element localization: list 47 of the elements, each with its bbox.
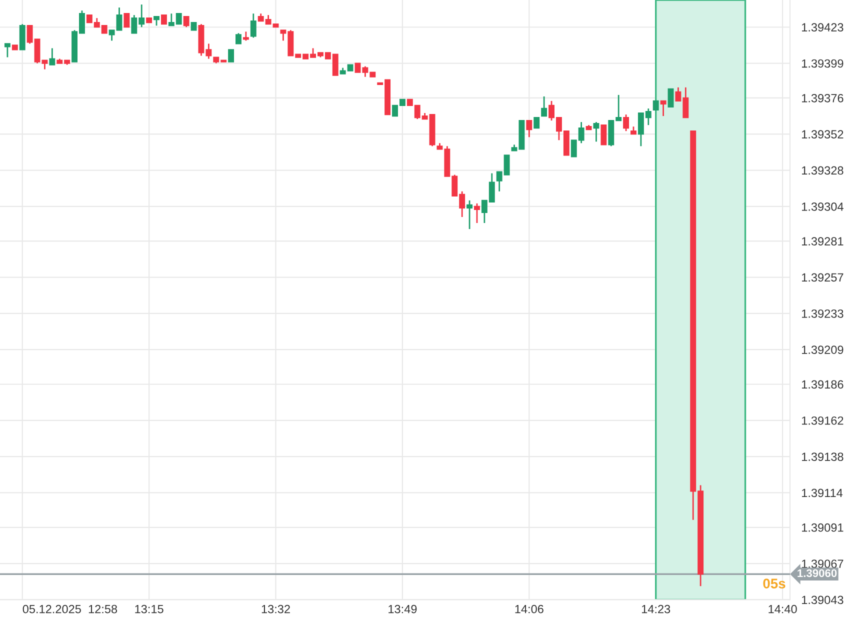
candlestick [228,49,234,62]
candlestick [534,116,540,129]
y-tick-label: 1.39233 [802,309,844,318]
x-tick-label: 13:49 [388,604,417,614]
candlestick [236,32,242,44]
y-tick-label: 1.39138 [802,452,844,461]
candlestick [660,100,666,117]
y-tick-label: 1.39067 [802,560,844,568]
y-tick-label: 1.39209 [802,346,844,354]
x-tick-label: 05.12.2025 12:58 [22,604,118,614]
y-tick-label: 1.39091 [802,523,844,532]
y-tick-label: 1.39399 [802,59,844,68]
y-tick-label: 1.39186 [802,380,844,389]
candlestick [600,124,607,146]
candlestick [124,13,130,28]
y-tick-label: 1.39376 [802,94,844,102]
y-tick-label: 1.39114 [802,488,843,498]
annotation: 05s [763,578,786,588]
x-tick-label: 13:15 [135,604,164,614]
y-tick-label: 1.39281 [802,237,844,246]
candlestick [652,100,659,111]
y-tick-label: 1.39043 [802,596,844,604]
candlestick [242,30,249,42]
x-tick-label: 14:23 [642,604,670,614]
candlestick [4,43,10,58]
y-tick-label: 1.39162 [802,416,844,425]
candlestick [160,14,167,25]
candlestick [466,200,473,230]
candlestick [541,96,548,117]
candlestick [474,202,480,224]
candlestick [668,88,674,108]
x-tick-label: 14:06 [515,604,544,614]
y-tick-label: 1.39257 [802,273,844,282]
candlestick [154,16,160,26]
candlestick [623,114,630,132]
candlestick [526,120,532,138]
y-tick-label: 1.39352 [802,130,844,139]
ref-line-label: 1.39060 [798,569,837,578]
y-tick-label: 1.39304 [802,202,844,211]
candlestick [49,48,56,66]
candlestick [183,16,190,28]
y-tick-label: 1.39328 [802,166,844,175]
candlestick [593,121,600,142]
y-tick-label: 1.39423 [802,23,844,32]
x-tick-label: 14:40 [768,604,797,614]
candlestick [250,12,256,38]
x-tick-label: 13:32 [262,604,290,614]
